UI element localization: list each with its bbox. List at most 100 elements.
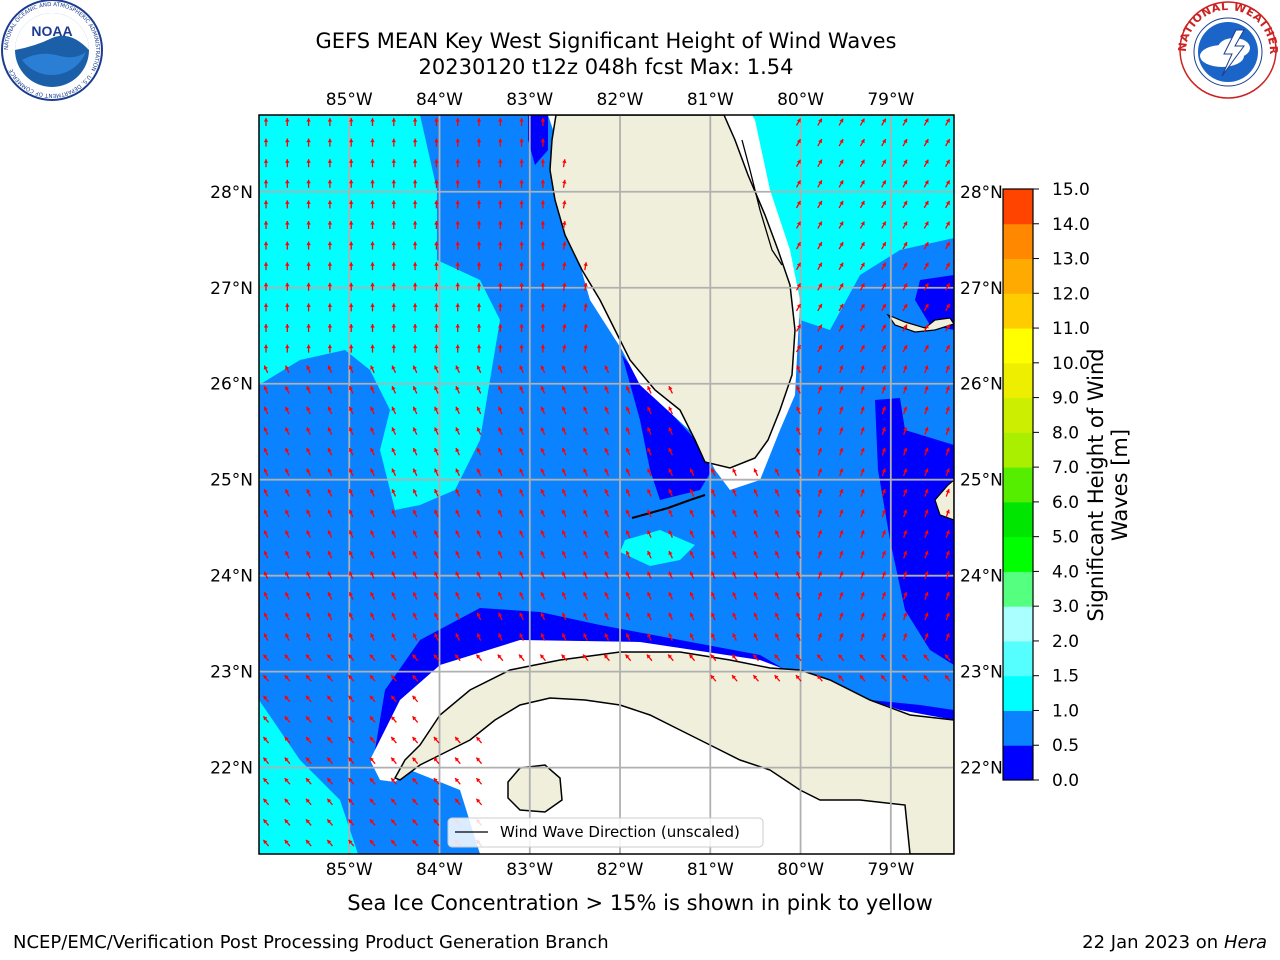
wave-arrow bbox=[370, 241, 375, 250]
wave-arrow bbox=[924, 612, 929, 621]
colorbar-segment bbox=[1003, 606, 1033, 642]
wave-arrow bbox=[455, 468, 460, 477]
wave-arrow bbox=[306, 571, 311, 580]
wave-arrow bbox=[348, 612, 354, 621]
lat-tick-left: 22°N bbox=[210, 759, 253, 779]
wave-arrow bbox=[881, 591, 886, 600]
wave-arrow bbox=[370, 633, 375, 641]
wave-arrow bbox=[370, 179, 375, 188]
wave-arrow bbox=[860, 571, 865, 580]
wave-arrow bbox=[753, 530, 759, 538]
wave-arrow bbox=[263, 488, 269, 497]
wave-arrow bbox=[732, 550, 737, 559]
wave-arrow bbox=[562, 282, 567, 291]
wave-arrow bbox=[519, 221, 524, 229]
wave-arrow bbox=[881, 365, 886, 374]
wave-arrow bbox=[881, 550, 886, 559]
map-frame bbox=[258, 114, 955, 855]
wave-arrow bbox=[498, 138, 503, 147]
wave-arrow bbox=[795, 674, 802, 682]
wave-arrow bbox=[711, 530, 716, 538]
wave-arrow bbox=[881, 530, 886, 538]
wave-arrow bbox=[391, 179, 396, 188]
wave-arrow bbox=[263, 385, 269, 394]
wave-arrow bbox=[349, 221, 354, 229]
wave-arrow bbox=[327, 385, 333, 394]
lon-tick-bottom: 80°W bbox=[777, 860, 824, 880]
wave-arrow bbox=[306, 262, 311, 271]
wave-arrow bbox=[604, 385, 610, 394]
wave-arrow bbox=[540, 633, 546, 641]
wave-arrow bbox=[561, 633, 567, 641]
wave-arrow bbox=[391, 241, 396, 250]
wave-arrow bbox=[519, 530, 524, 538]
wave-arrow bbox=[306, 159, 311, 168]
wave-arrow bbox=[412, 468, 418, 477]
wave-arrow bbox=[305, 654, 312, 662]
wave-arrow bbox=[412, 385, 418, 394]
wave-arrow bbox=[285, 138, 290, 147]
wave-arrow bbox=[519, 468, 524, 477]
wave-arrow bbox=[903, 488, 908, 497]
colorbar-tick-label: 2.0 bbox=[1052, 632, 1079, 652]
lat-tick-left: 25°N bbox=[210, 471, 253, 491]
wave-arrow bbox=[412, 695, 419, 703]
wave-arrow bbox=[284, 695, 291, 703]
wave-arrow bbox=[454, 777, 461, 785]
wave-arrow bbox=[348, 839, 355, 847]
wave-arrow bbox=[369, 695, 376, 703]
wave-arrow bbox=[284, 839, 291, 847]
wave-arrow bbox=[455, 447, 460, 456]
wave-arrow bbox=[561, 468, 567, 477]
wave-arrow bbox=[370, 468, 375, 477]
wave-arrow bbox=[860, 550, 865, 559]
wave-band-cyan-blob bbox=[620, 530, 695, 566]
lon-tick-bottom: 85°W bbox=[326, 860, 373, 880]
wave-arrow bbox=[391, 468, 397, 477]
wave-arrow bbox=[795, 324, 802, 332]
wave-arrow bbox=[753, 488, 759, 497]
wave-arrow bbox=[306, 591, 311, 600]
wave-arrow bbox=[838, 324, 844, 332]
wave-arrow bbox=[327, 282, 333, 291]
wave-arrow bbox=[263, 612, 269, 621]
wave-arrow bbox=[305, 695, 312, 703]
wave-arrow bbox=[540, 282, 546, 291]
wave-arrow bbox=[454, 798, 461, 806]
wave-arrow bbox=[285, 262, 290, 271]
wave-arrow bbox=[348, 798, 355, 806]
wave-arrow bbox=[519, 488, 524, 497]
wave-arrow bbox=[583, 447, 588, 456]
wave-arrow bbox=[796, 447, 801, 456]
wave-arrow bbox=[903, 509, 908, 518]
wave-arrow bbox=[263, 241, 269, 250]
wave-arrow bbox=[817, 262, 823, 270]
wave-arrow bbox=[370, 344, 375, 353]
wave-arrow bbox=[945, 200, 951, 209]
wave-arrow bbox=[668, 385, 673, 394]
wave-arrow bbox=[903, 406, 908, 415]
wave-arrow bbox=[306, 344, 311, 353]
wave-arrow bbox=[923, 303, 929, 312]
wave-arrow bbox=[433, 818, 440, 826]
wave-arrow bbox=[391, 385, 397, 394]
wave-arrow bbox=[262, 654, 270, 662]
colorbar-tick-label: 4.0 bbox=[1052, 562, 1079, 582]
wave-arrow bbox=[391, 365, 397, 374]
wave-arrow bbox=[902, 241, 908, 250]
wave-arrow bbox=[434, 488, 439, 497]
lon-tick-bottom: 83°W bbox=[506, 860, 553, 880]
wave-arrow bbox=[263, 138, 269, 147]
wave-arrow bbox=[924, 406, 929, 415]
colorbar-segment bbox=[1003, 328, 1033, 364]
wave-arrow bbox=[540, 530, 546, 538]
lat-tick-right: 27°N bbox=[960, 279, 1003, 299]
wave-arrow bbox=[348, 530, 354, 538]
wave-arrow bbox=[412, 427, 418, 435]
wave-arrow bbox=[945, 468, 950, 477]
map-area bbox=[259, 115, 954, 854]
wave-arrow bbox=[924, 385, 929, 394]
wave-arrow bbox=[859, 303, 865, 312]
wave-arrow bbox=[540, 365, 546, 374]
lat-tick-right: 26°N bbox=[960, 375, 1003, 395]
